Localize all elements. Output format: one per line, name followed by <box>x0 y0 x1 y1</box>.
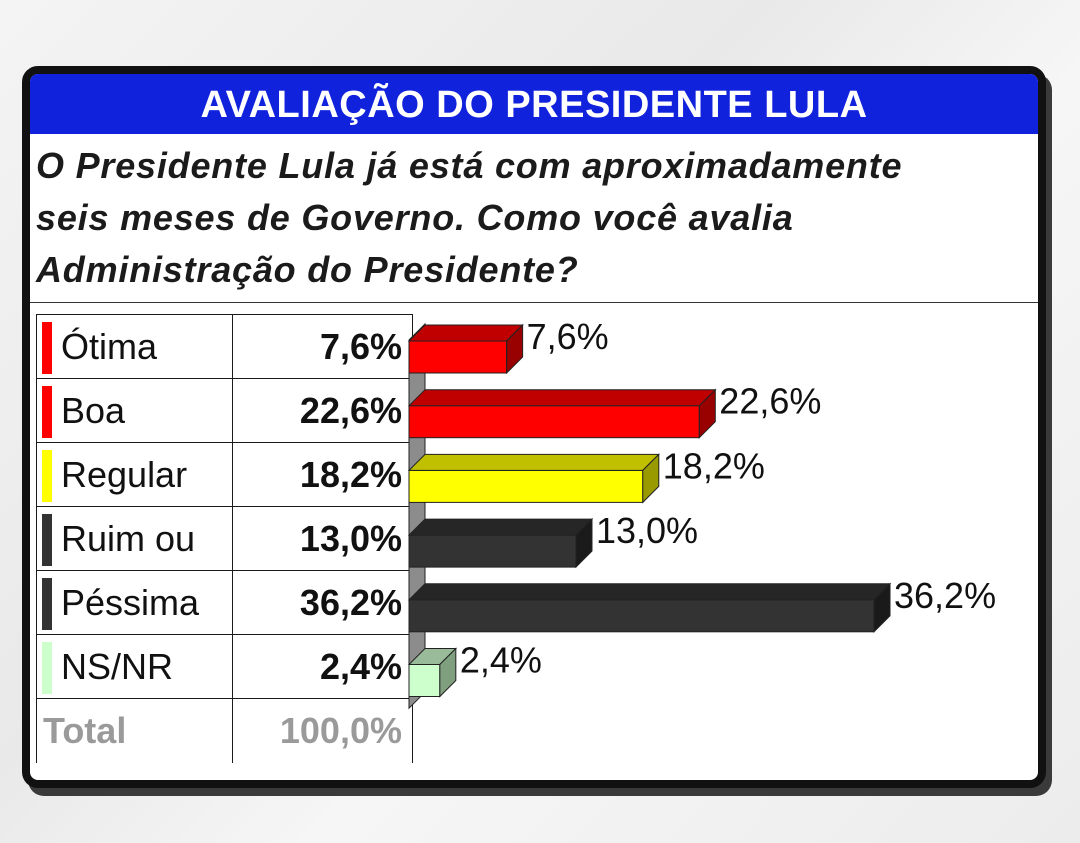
table-row: Ótima 7,6% <box>36 314 413 379</box>
bar-front <box>408 599 875 633</box>
total-value: 100,0% <box>232 698 413 763</box>
color-swatch <box>42 642 52 694</box>
divider <box>30 302 1038 303</box>
data-label: 22,6% <box>719 381 821 422</box>
bar-front <box>408 405 700 439</box>
poll-question: O Presidente Lula já está com aproximada… <box>36 140 1036 296</box>
color-swatch <box>42 386 52 438</box>
color-swatch <box>42 578 52 630</box>
category-label: Péssima <box>61 581 200 623</box>
data-label: 7,6% <box>527 316 609 357</box>
total-label: Total <box>36 698 233 763</box>
bar-top <box>407 518 594 536</box>
total-row: Total 100,0% <box>36 698 413 763</box>
category-label: Boa <box>61 389 126 431</box>
bar-top <box>407 389 717 407</box>
percent-cell: 7,6% <box>232 314 413 379</box>
bar-front <box>408 534 577 568</box>
percent-cell: 18,2% <box>232 442 413 507</box>
percent-cell: 13,0% <box>232 506 413 571</box>
bar-front <box>408 340 508 374</box>
category-cell: Regular <box>36 442 233 507</box>
category-cell: Ótima <box>36 314 233 379</box>
question-line-2: seis meses de Governo. Como você avalia <box>36 197 794 238</box>
bar-chart: 7,6% 22,6% 18,2% 13,0% 36,2% 2,4% <box>407 316 996 710</box>
category-label: Ruim ou <box>61 517 196 559</box>
category-label: Regular <box>61 453 188 495</box>
category-label: NS/NR <box>61 645 174 687</box>
category-label: Ótima <box>61 325 158 367</box>
table-row: Ruim ou 13,0% <box>36 506 413 571</box>
bar-top <box>407 583 892 601</box>
table-row: NS/NR 2,4% <box>36 634 413 699</box>
poll-card: AVALIAÇÃO DO PRESIDENTE LULA O President… <box>22 66 1046 788</box>
bar-side <box>698 388 716 439</box>
color-swatch <box>42 514 52 566</box>
poll-title: AVALIAÇÃO DO PRESIDENTE LULA <box>30 74 1038 134</box>
data-label: 2,4% <box>460 640 542 681</box>
bar-front <box>408 664 441 697</box>
bar-side <box>575 517 593 569</box>
question-line-3: Administração do Presidente? <box>36 249 579 290</box>
question-line-1: O Presidente Lula já está com aproximada… <box>36 145 903 186</box>
bar-top <box>407 324 524 342</box>
data-label: 13,0% <box>596 510 698 551</box>
color-swatch <box>42 450 52 502</box>
bar-top <box>407 453 660 471</box>
bar-front <box>408 469 644 503</box>
bar-side <box>873 582 891 634</box>
data-label: 18,2% <box>663 445 765 486</box>
category-cell: Ruim ou <box>36 506 233 571</box>
category-cell: Boa <box>36 378 233 443</box>
bar-side <box>439 647 457 698</box>
color-swatch <box>42 322 52 374</box>
category-cell: NS/NR <box>36 634 233 699</box>
table-row: Regular 18,2% <box>36 442 413 507</box>
data-label: 36,2% <box>894 575 996 616</box>
percent-cell: 2,4% <box>232 634 413 699</box>
bar-side <box>506 323 524 375</box>
category-cell: Péssima <box>36 570 233 635</box>
results-table: Ótima 7,6% Boa 22,6% Regular 18,2% Ruim ou 13,0… <box>36 314 413 763</box>
bar-side <box>642 453 660 504</box>
